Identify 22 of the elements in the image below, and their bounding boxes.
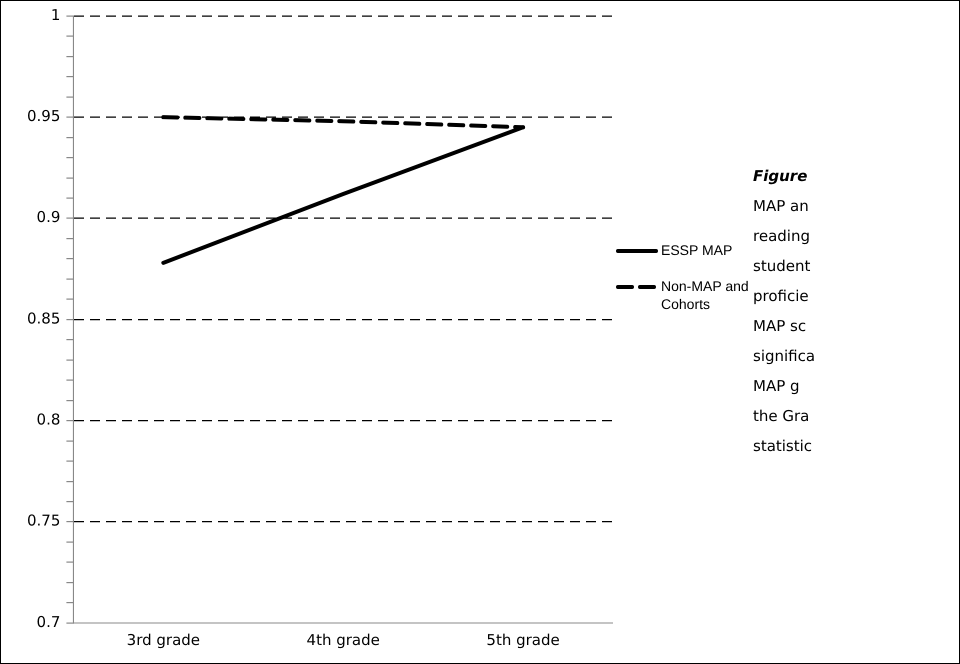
y-tick-label: 0.8: [36, 410, 60, 429]
y-tick-label: 0.95: [26, 107, 60, 126]
legend-label: Non-MAP and Cohorts: [661, 277, 749, 313]
x-tick-label: 4th grade: [306, 630, 380, 649]
text: significa: [753, 346, 816, 367]
x-tick-label: 3rd grade: [126, 630, 200, 649]
x-tick-label: 5th grade: [486, 630, 560, 649]
text: statistic: [753, 436, 814, 457]
text: MAP sc: [753, 316, 808, 337]
text: reading: [753, 226, 811, 247]
y-tick-label: 1: [50, 6, 60, 24]
text: proficie: [753, 286, 810, 307]
text: Figure: [753, 166, 808, 187]
y-tick-label: 0.75: [26, 512, 60, 530]
text: student: [753, 256, 812, 277]
y-tick-label: 0.85: [26, 309, 60, 328]
legend-label: ESSP MAP: [661, 241, 734, 259]
text: the Gra: [753, 406, 810, 427]
text: MAP an: [753, 196, 810, 217]
y-tick-label: 0.9: [36, 208, 60, 226]
y-tick-label: 0.7: [36, 612, 60, 631]
text: MAP g: [753, 376, 801, 397]
